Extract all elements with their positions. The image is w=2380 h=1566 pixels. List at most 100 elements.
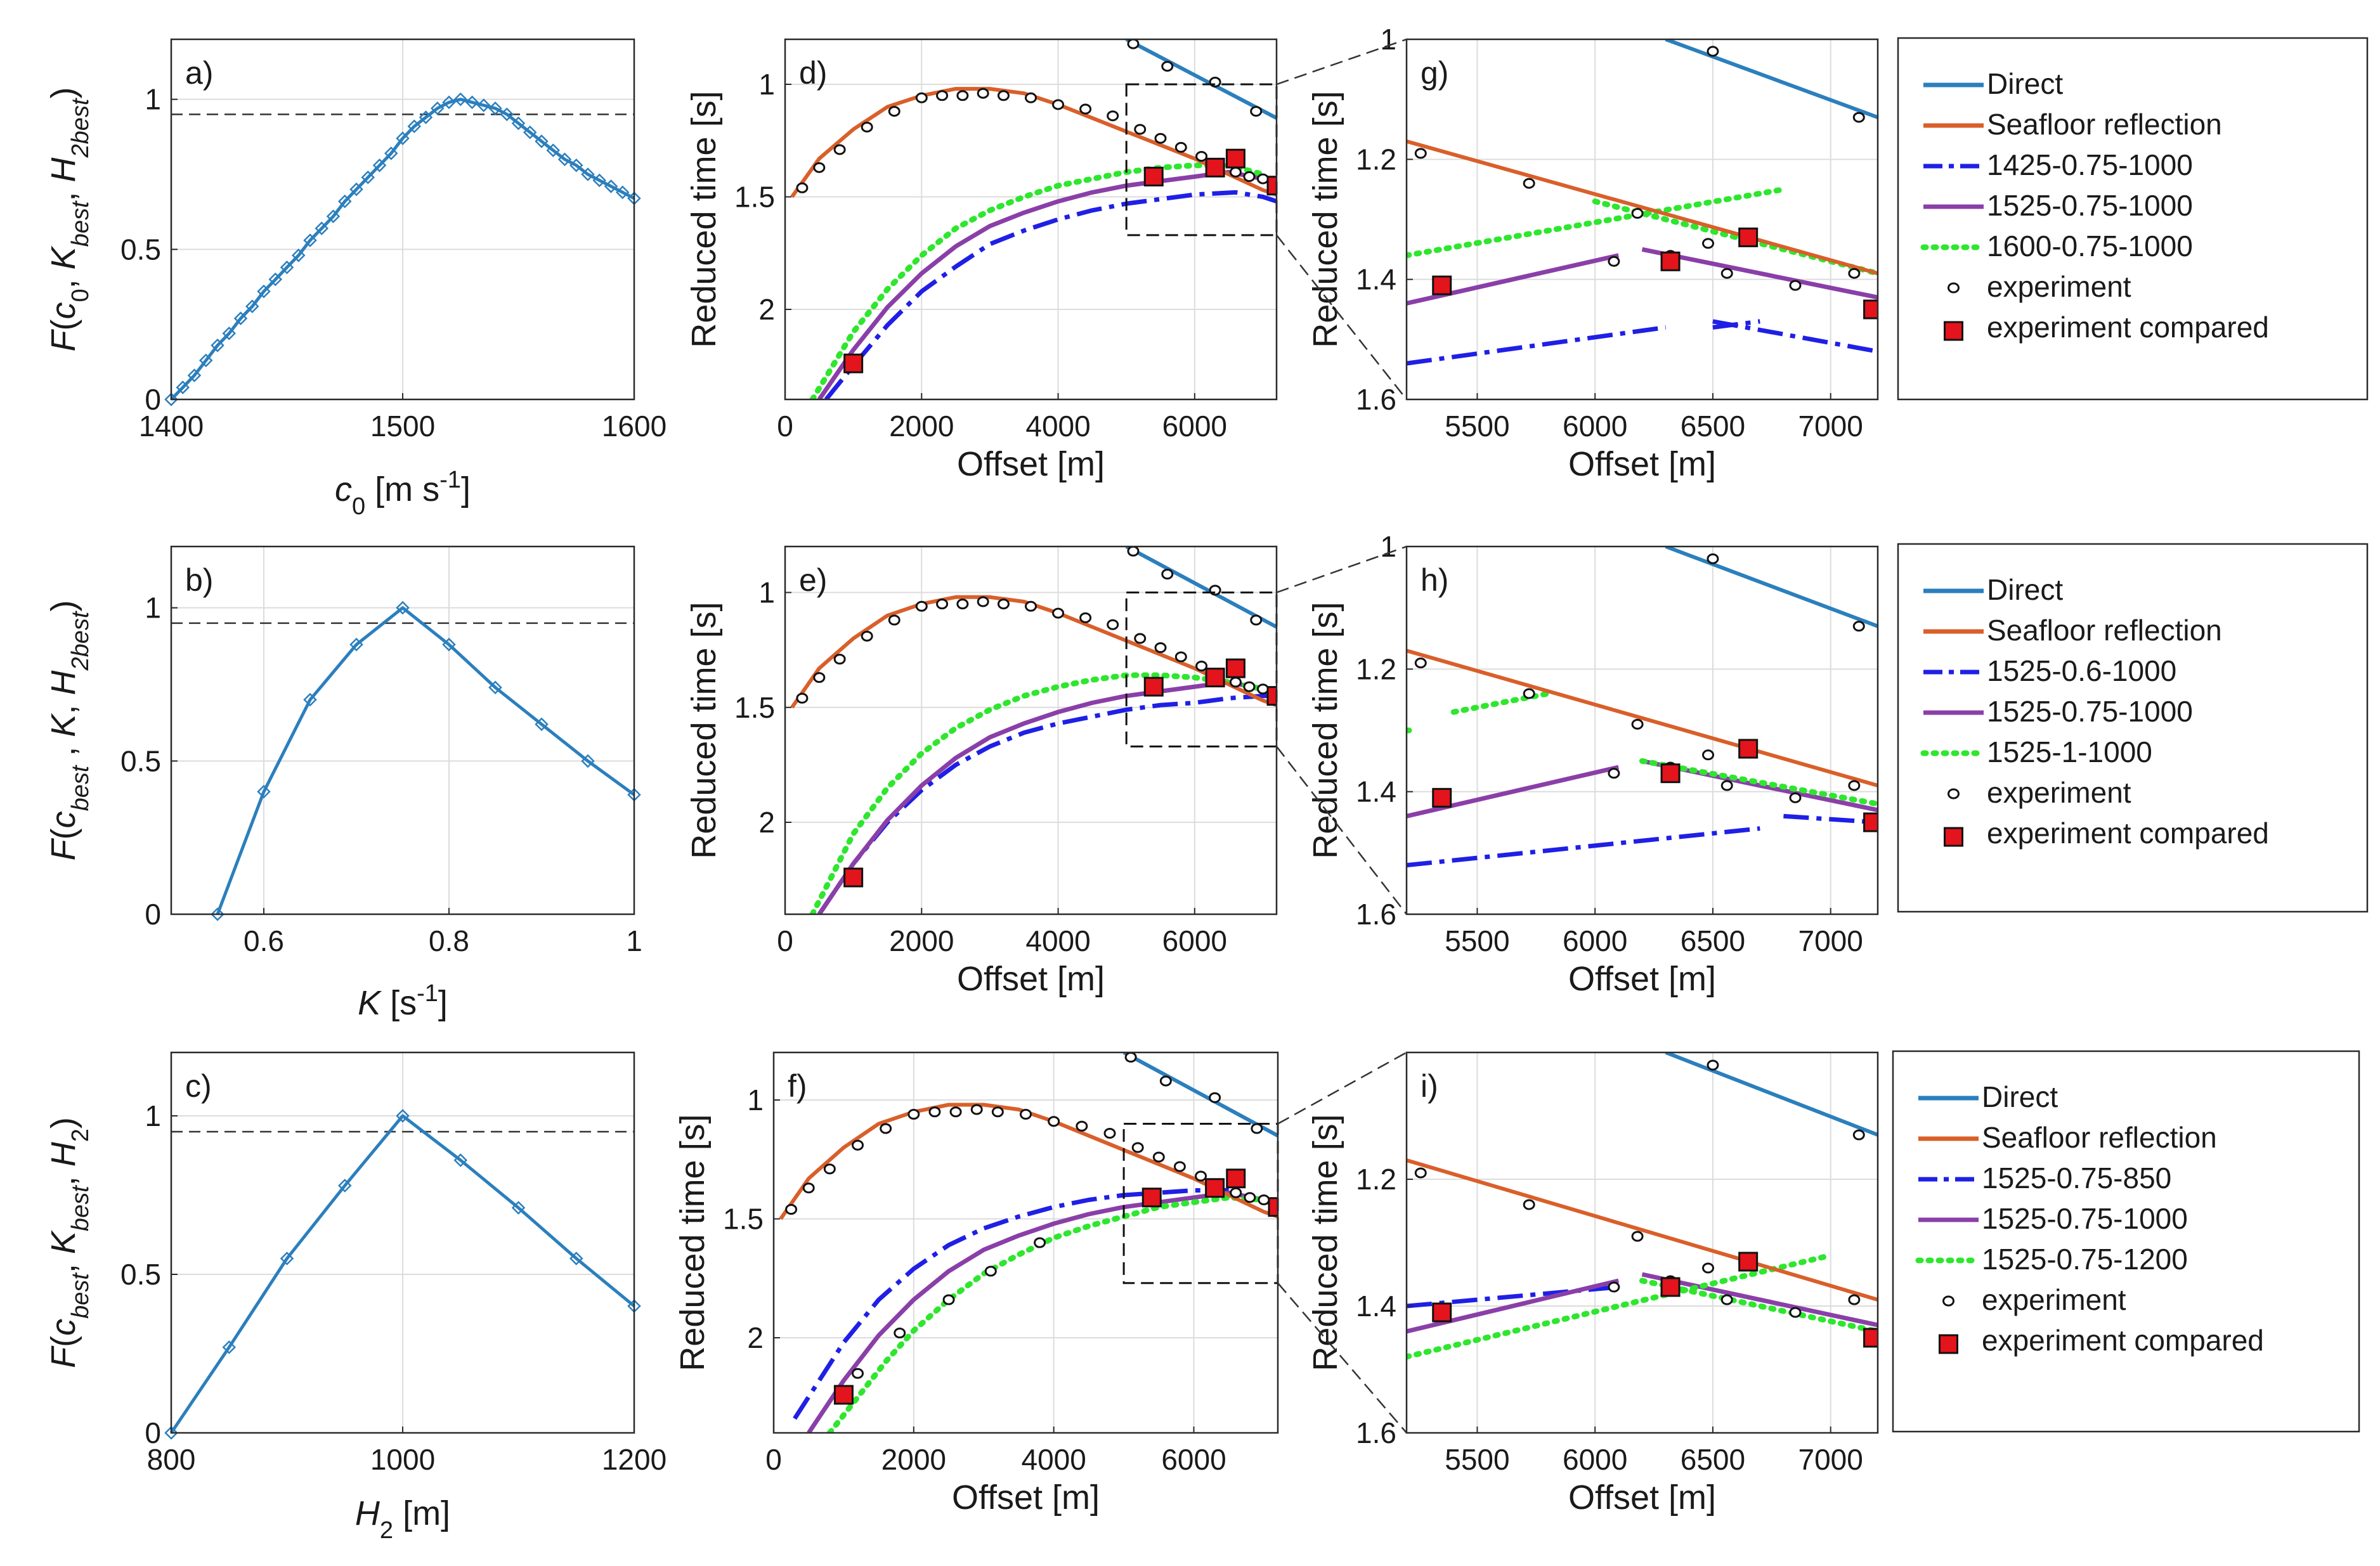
label-part: 2 — [67, 1129, 94, 1142]
y-tick-label: 1 — [145, 592, 161, 624]
x-tick-label: 800 — [147, 1443, 196, 1476]
y-tick-label: 0.5 — [120, 1258, 161, 1291]
data-point — [372, 159, 387, 172]
experiment-point — [1414, 657, 1427, 669]
experiment-point — [936, 90, 949, 101]
series-blue — [793, 1188, 1229, 1420]
series-blue — [1712, 319, 1878, 354]
data-point — [396, 1109, 410, 1123]
experiment-point — [1161, 61, 1174, 72]
experiment-point — [1852, 621, 1865, 632]
experiment-point — [956, 599, 969, 610]
series-purple — [1407, 765, 1620, 819]
experiment-point — [1702, 749, 1715, 761]
data-point — [361, 170, 375, 184]
panel-d: 0 2000 4000 6000 1 1.5 2 d) Offset [m] Reduced ti… — [685, 38, 1278, 483]
legend-label: 1525-0.75-1000 — [1987, 189, 2193, 222]
experiment-point — [970, 1104, 983, 1115]
panel-h: 5500 6000 6500 7000 1 1.2 1.4 1.6 h) Offset [m] Re… — [1306, 530, 1879, 998]
y-axis-label: Reduced time [s] — [1306, 91, 1344, 347]
zoom-connector — [1276, 746, 1407, 915]
label-part: [m s — [365, 470, 439, 508]
panel-label: e) — [799, 562, 827, 598]
plot-area — [1407, 1052, 1878, 1360]
experiment-point — [1107, 110, 1119, 122]
label-part: -1 — [417, 980, 438, 1007]
experiment-point — [1127, 39, 1140, 49]
data-point — [511, 1201, 526, 1215]
series-seafloor — [1407, 1158, 1878, 1302]
y-tick-label: 1.2 — [1356, 652, 1396, 685]
label-part: best — [67, 765, 94, 811]
zoom-connector — [1276, 235, 1407, 400]
series-seafloor — [790, 87, 1277, 198]
series-direct — [1125, 547, 1277, 629]
y-tick-label: 1.4 — [1356, 1290, 1396, 1323]
x-tick-label: 0.8 — [429, 924, 469, 957]
x-tick-label: 5500 — [1445, 924, 1509, 957]
legend-label: 1425-0.75-1000 — [1987, 148, 2193, 181]
experiment-point — [928, 1106, 941, 1118]
experiment-point — [1608, 1281, 1620, 1293]
experiment-point — [1414, 148, 1427, 159]
x-tick-label: 6000 — [1162, 924, 1227, 957]
experiment-compared-point — [1205, 1178, 1225, 1198]
experiment-point — [1720, 780, 1733, 791]
x-tick-label: 0.6 — [244, 924, 284, 957]
experiment-point — [1052, 99, 1065, 110]
y-tick-label: 1.2 — [1356, 1163, 1396, 1196]
y-tick-label: 1 — [1380, 530, 1396, 563]
label-part: ( — [44, 828, 82, 839]
zoom-connector — [1277, 1051, 1407, 1125]
experiment-compared-point — [1225, 658, 1245, 678]
data-point — [233, 311, 248, 325]
panel-c: 800 1000 1200 0 0.5 1 c) — [120, 1051, 667, 1476]
experiment-point — [1154, 642, 1167, 653]
panel-i: 5500 6000 6500 7000 1.2 1.4 1.6 i) Offset [m] Red… — [1306, 1051, 1879, 1517]
label-part: K — [358, 984, 382, 1022]
label-part: H — [44, 670, 82, 696]
experiment-compared-point — [1738, 227, 1759, 247]
experiment-point — [1124, 1052, 1137, 1063]
experiment-compared-point — [843, 353, 864, 373]
label-part: K — [44, 713, 82, 737]
legend-entry: 1525-1-1000 — [1920, 735, 2152, 768]
experiment-point — [915, 600, 928, 612]
experiment-compared-point — [1266, 686, 1277, 706]
data-point — [337, 1179, 352, 1193]
data-point — [303, 233, 317, 247]
y-axis-label-a: F(c0, Kbest, H2best) — [44, 87, 94, 352]
data-point — [257, 284, 271, 299]
data-point — [592, 173, 607, 188]
label-part: ) — [44, 1117, 82, 1129]
experiment-point — [991, 1106, 1004, 1118]
experiment-point — [888, 614, 901, 626]
panel-label: g) — [1421, 55, 1448, 91]
experiment-point — [1707, 553, 1719, 564]
experiment-compared-point — [1738, 1252, 1759, 1272]
label-part: , — [44, 182, 82, 201]
experiment-point — [1707, 46, 1719, 57]
x-axis-label-b: K [s-1] — [358, 980, 448, 1022]
experiment-point — [1702, 238, 1715, 249]
series-green — [1407, 186, 1786, 259]
y-tick-label: 1.6 — [1356, 898, 1396, 931]
panel-f: 0 2000 4000 6000 1 1.5 2 f) Offset [m] Reduced ti… — [673, 1051, 1279, 1517]
experiment-point — [813, 672, 826, 683]
experiment-point — [1079, 612, 1092, 623]
y-tick-label: 2 — [747, 1321, 764, 1354]
experiment-point — [785, 1204, 798, 1215]
x-tick-label: 0 — [777, 924, 793, 957]
experiment-compared-point — [1863, 299, 1878, 320]
experiment-point — [1025, 600, 1037, 612]
data-point — [337, 194, 352, 209]
series-green — [826, 1194, 1267, 1433]
data-point — [442, 95, 456, 110]
experiment-point — [796, 182, 809, 193]
x-tick-label: 7000 — [1798, 1443, 1863, 1476]
data-point — [257, 784, 271, 799]
data-point — [211, 339, 224, 353]
data-point — [164, 1426, 178, 1440]
legend-entry: 1525-0.6-1000 — [1923, 654, 2176, 687]
plot-area — [790, 39, 1277, 399]
